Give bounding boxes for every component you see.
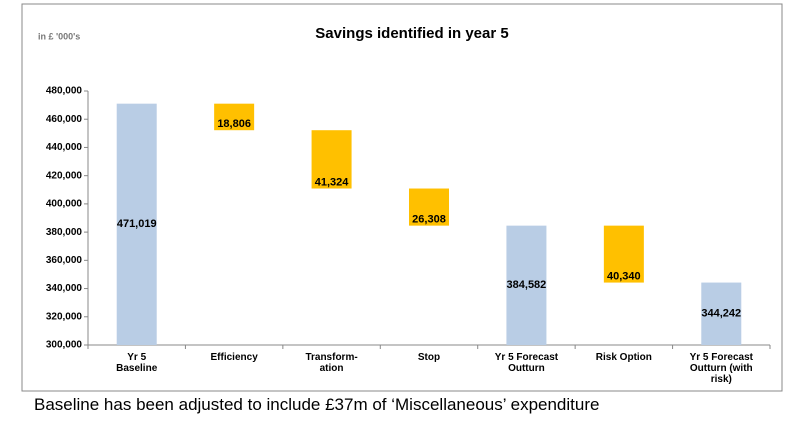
bar — [214, 103, 255, 131]
bar — [603, 225, 644, 283]
bar — [409, 188, 449, 226]
x-tick-label: Yr 5 Baseline — [116, 352, 158, 374]
data-label: 344,242 — [701, 308, 741, 320]
y-tick-label: 340,000 — [46, 283, 83, 294]
bar — [506, 225, 547, 345]
y-tick-label: 320,000 — [46, 311, 83, 322]
x-tick-label: Stop — [417, 352, 441, 363]
x-tick-label: Risk Option — [595, 352, 652, 363]
footnote: Baseline has been adjusted to include £3… — [34, 395, 600, 414]
bar — [116, 103, 157, 345]
y-tick-label: 360,000 — [46, 255, 83, 266]
y-tick-label: 480,000 — [46, 86, 83, 97]
y-tick-label: 400,000 — [46, 199, 83, 210]
bar — [701, 282, 742, 345]
data-label: 26,308 — [412, 214, 446, 226]
chart-title: Savings identified in year 5 — [315, 25, 508, 42]
y-tick-label: 380,000 — [46, 227, 83, 238]
y-tick-label: 420,000 — [46, 170, 83, 181]
y-tick-label: 300,000 — [46, 340, 83, 351]
x-tick-label: Yr 5 Forecast Outturn (with risk) — [689, 352, 753, 385]
data-label: 18,806 — [217, 118, 251, 130]
x-tick-label: Yr 5 Forecast Outturn — [494, 352, 559, 374]
x-tick-label: Transform- ation — [305, 352, 358, 374]
x-tick-label: Efficiency — [210, 352, 258, 363]
data-label: 41,324 — [315, 176, 350, 188]
data-label: 384,582 — [507, 279, 547, 291]
y-tick-label: 460,000 — [46, 114, 83, 125]
bar — [311, 130, 352, 189]
data-label: 471,019 — [117, 218, 157, 230]
y-axis-label: in £ '000's — [38, 31, 80, 41]
y-tick-label: 440,000 — [46, 142, 83, 153]
data-label: 40,340 — [607, 270, 641, 282]
